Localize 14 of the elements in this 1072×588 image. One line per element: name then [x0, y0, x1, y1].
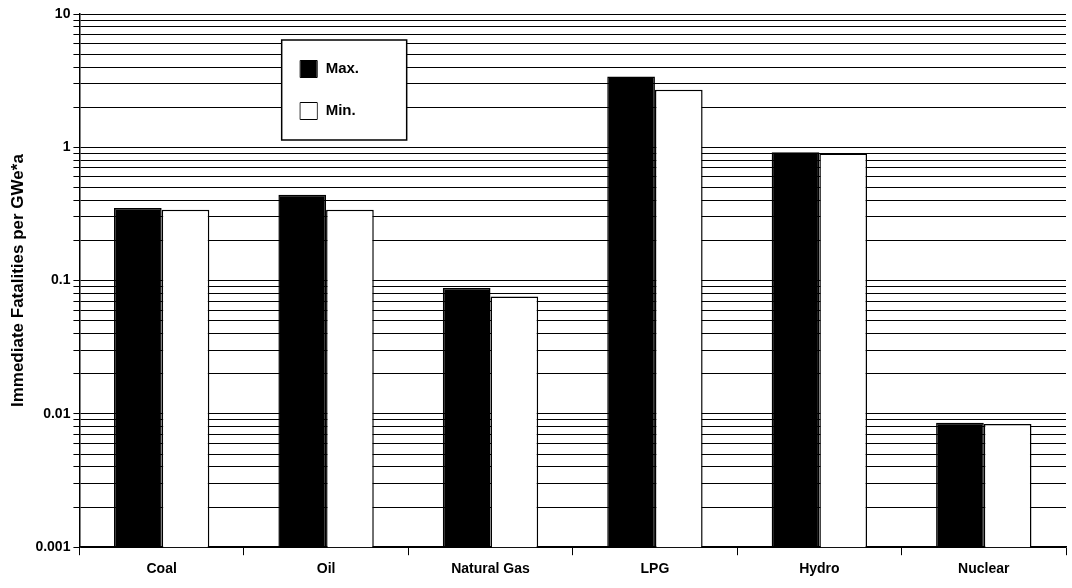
y-tick-label: 10: [54, 4, 71, 21]
y-axis-title: Immediate Fatalities per GWe*a: [7, 153, 27, 408]
legend-label: Max.: [325, 59, 360, 77]
y-tick-label: 0.01: [43, 404, 71, 421]
x-tick-label: Oil: [316, 560, 336, 577]
y-tick-label: 0.001: [35, 538, 71, 555]
x-tick-label: Hydro: [799, 560, 840, 577]
y-tick-label: 1: [62, 138, 71, 155]
legend-label: Min.: [325, 101, 356, 119]
x-tick-label: Nuclear: [958, 560, 1011, 577]
x-tick-label: Natural Gas: [451, 560, 531, 577]
x-tick-label: LPG: [640, 560, 670, 577]
y-tick-label: 0.1: [50, 271, 71, 288]
x-tick-label: Coal: [146, 560, 177, 577]
